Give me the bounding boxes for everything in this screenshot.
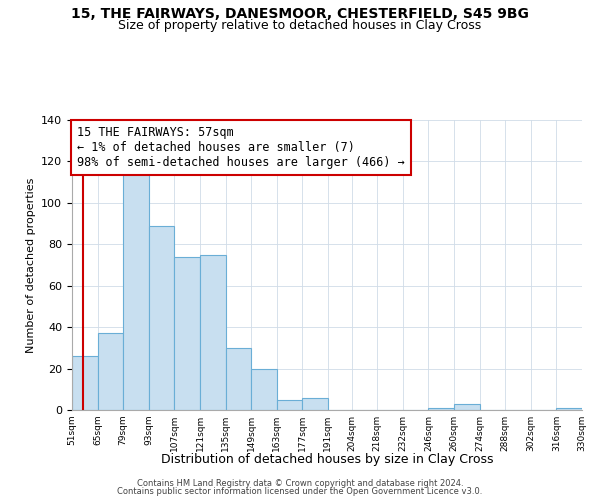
Bar <box>149 226 175 410</box>
Bar <box>428 408 454 410</box>
Bar <box>72 356 98 410</box>
Bar <box>98 334 123 410</box>
Text: Size of property relative to detached houses in Clay Cross: Size of property relative to detached ho… <box>118 19 482 32</box>
Text: Contains HM Land Registry data © Crown copyright and database right 2024.: Contains HM Land Registry data © Crown c… <box>137 478 463 488</box>
Bar <box>251 368 277 410</box>
Text: Distribution of detached houses by size in Clay Cross: Distribution of detached houses by size … <box>161 452 493 466</box>
Bar <box>200 254 226 410</box>
Text: 15, THE FAIRWAYS, DANESMOOR, CHESTERFIELD, S45 9BG: 15, THE FAIRWAYS, DANESMOOR, CHESTERFIEL… <box>71 8 529 22</box>
Text: Contains public sector information licensed under the Open Government Licence v3: Contains public sector information licen… <box>118 487 482 496</box>
Bar <box>302 398 328 410</box>
Bar <box>175 256 200 410</box>
Bar <box>556 408 582 410</box>
Bar <box>277 400 302 410</box>
Text: 15 THE FAIRWAYS: 57sqm
← 1% of detached houses are smaller (7)
98% of semi-detac: 15 THE FAIRWAYS: 57sqm ← 1% of detached … <box>77 126 405 169</box>
Bar <box>123 166 149 410</box>
Bar <box>454 404 479 410</box>
Bar <box>226 348 251 410</box>
Y-axis label: Number of detached properties: Number of detached properties <box>26 178 35 352</box>
